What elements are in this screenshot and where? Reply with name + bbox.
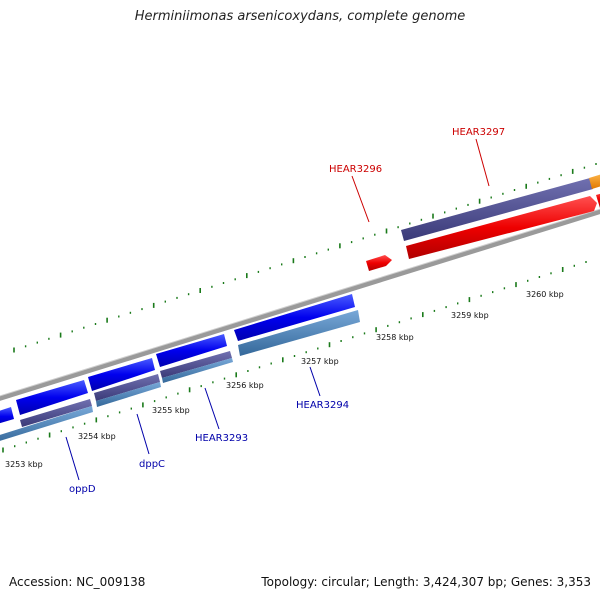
- gene-arrow-hear3294[interactable]: [234, 294, 355, 341]
- gene-label-dppc[interactable]: dppC: [139, 459, 165, 470]
- ruler-label: 3257 kbp: [301, 357, 339, 366]
- gene-arrow-hear3296[interactable]: [366, 255, 392, 271]
- ruler-label: 3258 kbp: [376, 333, 414, 342]
- gene-label-hear3294[interactable]: HEAR3294: [296, 400, 349, 411]
- gene-label-hear3296[interactable]: HEAR3296: [329, 164, 382, 175]
- cog-bar-hear3297: [401, 178, 593, 241]
- gene-label-hear3293[interactable]: HEAR3293: [195, 433, 248, 444]
- ruler-label: 3254 kbp: [78, 432, 116, 441]
- ruler-labels: 3253 kbp 3254 kbp 3255 kbp 3256 kbp 3257…: [5, 290, 564, 469]
- gene-label-hear3297[interactable]: HEAR3297: [452, 127, 505, 138]
- gene-track-reverse: [0, 294, 355, 426]
- callout-lines: [65, 138, 490, 481]
- map-title: Herminiimonas arsenicoxydans, complete g…: [134, 9, 466, 24]
- ruler-label: 3260 kbp: [526, 290, 564, 299]
- ruler-label: 3256 kbp: [226, 381, 264, 390]
- gene-arrow-hear3293[interactable]: [156, 334, 227, 367]
- backbone: [0, 208, 600, 401]
- ruler-label: 3255 kbp: [152, 406, 190, 415]
- gene-label-oppd[interactable]: oppD: [69, 484, 96, 495]
- ruler-label: 3259 kbp: [451, 311, 489, 320]
- gene-arrow-oppd[interactable]: [16, 380, 88, 415]
- genome-summary-text: Topology: circular; Length: 3,424,307 bp…: [261, 575, 591, 589]
- tick-track-reverse: [2, 261, 587, 453]
- ruler-label: 3253 kbp: [5, 460, 43, 469]
- gene-arrow-dppc[interactable]: [88, 358, 155, 391]
- gene-arrow-left-partial[interactable]: [0, 407, 14, 426]
- cog-bar-orange: [589, 174, 600, 189]
- gene-labels: HEAR3297 HEAR3296 HEAR3294 HEAR3293 dppC…: [69, 127, 505, 495]
- cog-track-reverse: [0, 310, 360, 441]
- gene-track-forward: [366, 191, 600, 271]
- gene-arrow-red-right[interactable]: [596, 191, 600, 208]
- tick-track-forward: [13, 163, 597, 353]
- accession-text: Accession: NC_009138: [9, 575, 146, 589]
- gene-arrow-hear3297[interactable]: [406, 196, 597, 259]
- cog-track-forward: [401, 174, 600, 241]
